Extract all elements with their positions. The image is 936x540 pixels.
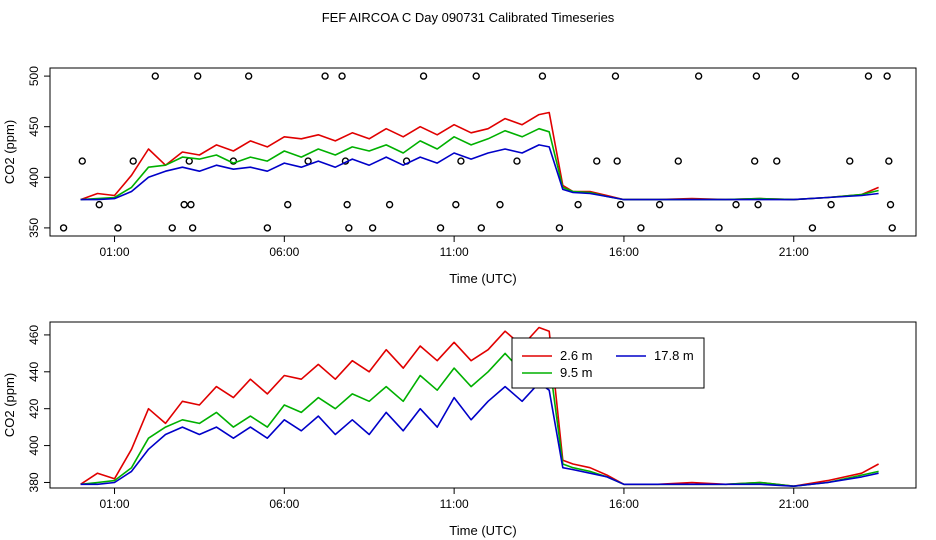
data-marker [345,224,353,232]
data-marker [613,157,621,165]
legend-label-9-5m: 9.5 m [560,365,593,380]
data-marker [496,200,504,209]
x-tick-label: 01:00 [100,497,130,511]
top-panel: 01:00 06:00 11:00 16:00 21:00 350 400 450 500 T… [2,66,917,286]
data-marker [513,157,521,165]
data-marker [168,224,176,232]
data-marker [477,224,486,232]
data-marker [452,200,460,209]
x-tick-label: 01:00 [100,245,130,259]
top-x-axis-label: Time (UTC) [449,271,516,286]
y-tick-label: 400 [27,435,41,455]
y-tick-label: 380 [27,472,41,492]
data-marker [385,200,394,209]
data-marker [773,157,781,165]
data-marker [244,72,253,80]
series-line-17-8-m [80,144,879,201]
x-tick-label: 21:00 [779,245,809,259]
data-marker [593,157,601,165]
x-tick-label: 16:00 [609,245,639,259]
bottom-y-axis-label: CO2 (ppm) [2,373,17,437]
data-marker [263,224,272,232]
data-marker [555,224,564,232]
data-marker [885,157,893,165]
y-tick-label: 420 [27,398,41,418]
legend: 2.6 m 17.8 m 9.5 m [511,337,705,389]
data-marker [284,200,292,209]
series-line-17-8-m [80,382,879,488]
data-marker [655,200,664,209]
x-tick-label: 21:00 [779,497,809,511]
data-marker [95,200,103,209]
data-marker [436,224,445,232]
data-marker [616,200,625,209]
data-marker [187,200,195,209]
data-marker [752,72,761,80]
top-plot-frame [49,67,917,237]
data-marker [846,157,854,165]
data-marker [151,72,159,80]
data-marker [194,72,202,80]
data-marker [343,200,351,209]
legend-label-17-8m: 17.8 m [654,348,694,363]
data-marker [457,157,465,165]
legend-box [511,337,705,389]
x-tick-label: 11:00 [440,497,469,511]
y-tick-label: 500 [27,66,41,86]
bottom-plot-frame [49,321,917,489]
x-tick-label: 06:00 [269,497,299,511]
data-marker [715,224,723,232]
data-marker [129,157,137,165]
data-marker [180,200,188,209]
x-tick-label: 06:00 [269,245,299,259]
data-marker [888,224,896,232]
data-marker [472,72,480,80]
x-tick-label: 16:00 [609,497,639,511]
data-marker [338,72,346,80]
data-marker [611,72,620,80]
data-marker [419,72,428,80]
y-tick-label: 440 [27,361,41,381]
series-line-2-6-m [80,326,879,488]
series-line-9-5-m [80,127,879,201]
bottom-x-axis-label: Time (UTC) [449,523,516,538]
data-marker [59,224,68,232]
data-marker [883,72,891,80]
data-marker [827,200,835,209]
bottom-panel: 01:00 06:00 11:00 16:00 21:00 380 400 420 440 46… [2,321,917,538]
legend-label-2-6m: 2.6 m [560,348,593,363]
data-marker [791,72,800,80]
data-marker [864,72,873,80]
data-marker [185,157,193,165]
data-marker [886,200,895,209]
data-marker [750,157,759,165]
data-marker [732,200,740,209]
data-marker [637,224,645,232]
y-tick-label: 400 [27,167,41,187]
x-tick-label: 11:00 [440,245,469,259]
y-tick-label: 460 [27,325,41,345]
figure-title: FEF AIRCOA C Day 090731 Calibrated Times… [322,10,615,25]
data-marker [694,72,703,80]
data-marker [114,224,122,232]
data-marker [321,72,329,80]
data-marker [674,157,682,165]
series-line-9-5-m [80,348,879,488]
data-marker [538,72,547,80]
data-marker [574,200,582,209]
data-marker [754,200,762,209]
y-tick-label: 450 [27,116,41,136]
data-marker [368,224,377,232]
top-y-axis-label: CO2 (ppm) [2,120,17,184]
data-marker [78,157,86,165]
data-marker [808,224,817,232]
data-marker [188,224,197,232]
y-tick-label: 350 [27,218,41,238]
